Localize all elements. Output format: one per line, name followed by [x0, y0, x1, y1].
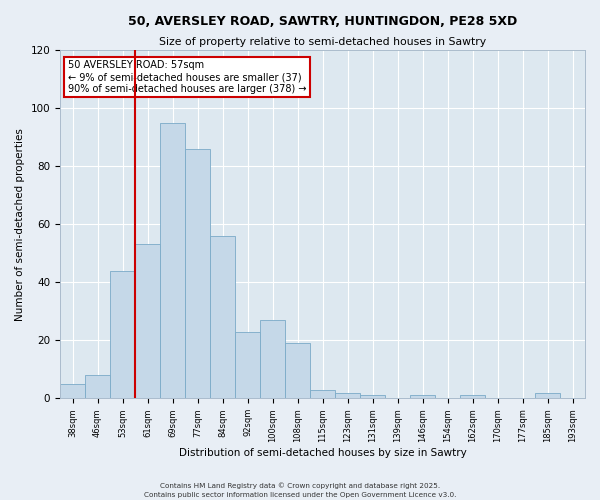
Bar: [260, 320, 285, 398]
Bar: [110, 270, 135, 398]
X-axis label: Distribution of semi-detached houses by size in Sawtry: Distribution of semi-detached houses by …: [179, 448, 466, 458]
Bar: [410, 396, 435, 398]
Bar: [210, 236, 235, 398]
Text: 50 AVERSLEY ROAD: 57sqm
← 9% of semi-detached houses are smaller (37)
90% of sem: 50 AVERSLEY ROAD: 57sqm ← 9% of semi-det…: [68, 60, 307, 94]
Bar: [460, 396, 485, 398]
Bar: [135, 244, 160, 398]
Bar: [285, 343, 310, 398]
Bar: [335, 392, 360, 398]
Bar: [85, 375, 110, 398]
Bar: [60, 384, 85, 398]
Bar: [160, 122, 185, 398]
Text: Contains HM Land Registry data © Crown copyright and database right 2025.
Contai: Contains HM Land Registry data © Crown c…: [144, 482, 456, 498]
Bar: [360, 396, 385, 398]
Text: Size of property relative to semi-detached houses in Sawtry: Size of property relative to semi-detach…: [159, 36, 486, 46]
Bar: [235, 332, 260, 398]
Bar: [185, 148, 210, 398]
Bar: [310, 390, 335, 398]
Bar: [535, 392, 560, 398]
Title: 50, AVERSLEY ROAD, SAWTRY, HUNTINGDON, PE28 5XD: 50, AVERSLEY ROAD, SAWTRY, HUNTINGDON, P…: [128, 15, 517, 28]
Y-axis label: Number of semi-detached properties: Number of semi-detached properties: [15, 128, 25, 320]
